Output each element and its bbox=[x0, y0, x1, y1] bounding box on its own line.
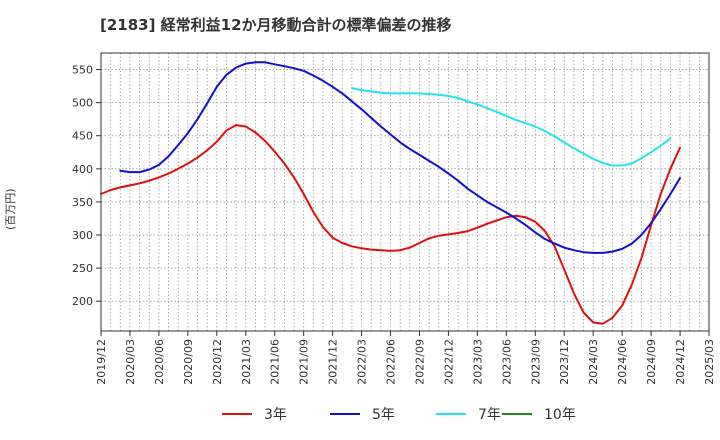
legend-item: 10年 bbox=[502, 404, 576, 424]
legend-item: 3年 bbox=[222, 404, 287, 424]
x-tick-label: 2024/09 bbox=[645, 339, 658, 385]
legend-item: 7年 bbox=[436, 404, 501, 424]
legend-label: 3年 bbox=[264, 407, 287, 423]
x-tick-label: 2024/12 bbox=[674, 339, 687, 385]
x-tick-label: 2022/06 bbox=[385, 339, 398, 385]
x-tick-label: 2023/03 bbox=[471, 339, 484, 385]
legend-label: 5年 bbox=[372, 407, 395, 423]
x-tick-label: 2021/03 bbox=[240, 339, 253, 385]
x-tick-label: 2020/09 bbox=[182, 339, 195, 385]
legend-swatch bbox=[436, 413, 466, 415]
plot-area bbox=[101, 53, 709, 331]
x-tick-label: 2021/06 bbox=[269, 339, 282, 385]
y-tick-label: 550 bbox=[72, 64, 93, 77]
y-tick-label: 200 bbox=[72, 295, 93, 308]
legend-swatch bbox=[222, 413, 252, 415]
legend-item: 5年 bbox=[330, 404, 395, 424]
x-tick-label: 2024/06 bbox=[616, 339, 629, 385]
series-line-2 bbox=[119, 61, 681, 254]
chart-title: [2183] 経常利益12か月移動合計の標準偏差の推移 bbox=[100, 16, 452, 34]
x-tick-label: 2020/03 bbox=[124, 339, 137, 385]
x-tick-label: 2020/06 bbox=[153, 339, 166, 385]
legend-label: 7年 bbox=[478, 407, 501, 423]
y-tick-label: 300 bbox=[72, 229, 93, 242]
y-tick-label: 450 bbox=[72, 130, 93, 143]
x-tick-label: 2023/06 bbox=[500, 339, 513, 385]
y-tick-label: 250 bbox=[72, 262, 93, 275]
x-tick-label: 2025/03 bbox=[703, 339, 716, 385]
legend-swatch bbox=[330, 413, 360, 415]
x-tick-label: 2023/12 bbox=[558, 339, 571, 385]
plot-frame bbox=[100, 52, 710, 332]
legend: 3年 5年 7年 10年 bbox=[0, 404, 720, 428]
y-tick-label: 400 bbox=[72, 163, 93, 176]
y-tick-label: 350 bbox=[72, 196, 93, 209]
x-tick-label: 2022/12 bbox=[442, 339, 455, 385]
x-tick-label: 2019/12 bbox=[95, 339, 108, 385]
x-tick-label: 2023/09 bbox=[529, 339, 542, 385]
x-tick-label: 2022/03 bbox=[356, 339, 369, 385]
x-tick-label: 2021/09 bbox=[298, 339, 311, 385]
y-tick-label: 500 bbox=[72, 97, 93, 110]
legend-label: 10年 bbox=[544, 407, 576, 423]
x-tick-label: 2022/09 bbox=[413, 339, 426, 385]
x-tick-label: 2020/12 bbox=[211, 339, 224, 385]
series-line-1 bbox=[100, 124, 681, 325]
series-line-3 bbox=[350, 87, 672, 167]
x-tick-label: 2021/12 bbox=[327, 339, 340, 385]
x-tick-label: 2024/03 bbox=[587, 339, 600, 385]
legend-swatch bbox=[502, 413, 532, 415]
